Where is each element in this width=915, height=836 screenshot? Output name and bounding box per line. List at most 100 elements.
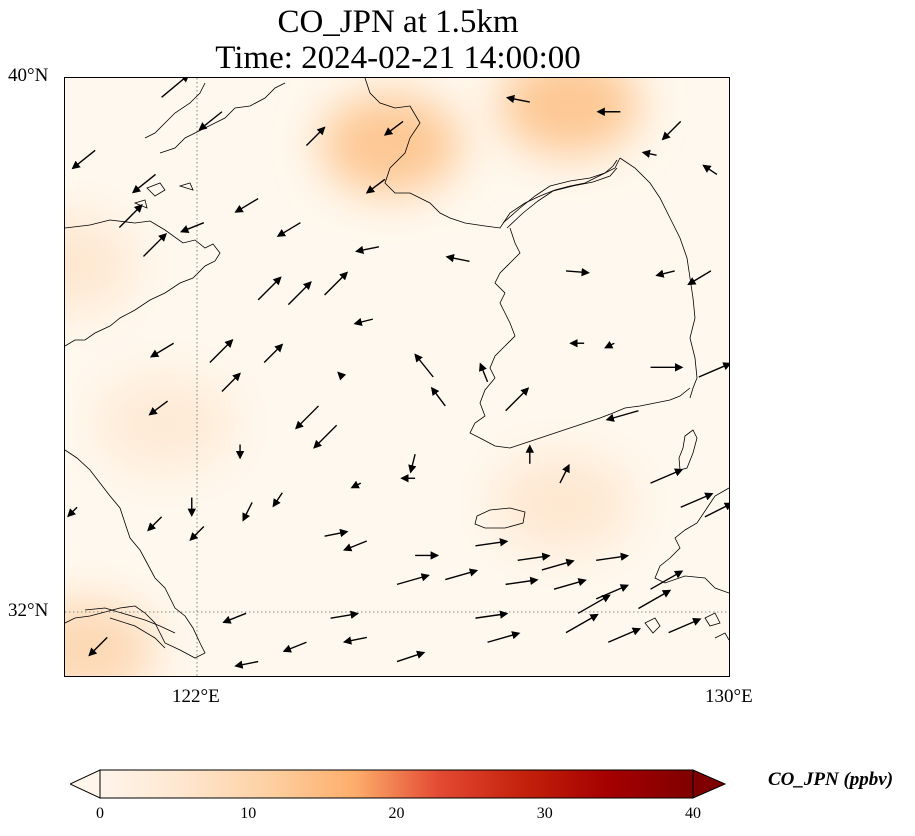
wind-vector xyxy=(88,636,108,657)
wind-vector xyxy=(445,568,479,581)
jeju-island xyxy=(474,507,526,529)
wind-vector xyxy=(353,317,374,327)
korea-bay-coastline xyxy=(364,78,621,229)
wind-vector xyxy=(414,353,434,378)
wind-vector xyxy=(445,254,470,263)
wind-vector xyxy=(487,631,521,643)
wind-vector xyxy=(148,400,169,416)
concentration-blob xyxy=(94,373,235,474)
wind-vector xyxy=(242,502,253,522)
wind-vector xyxy=(282,641,307,653)
colorbar xyxy=(70,769,727,799)
wind-vector xyxy=(698,362,729,378)
wind-vector xyxy=(650,570,684,590)
wind-vector xyxy=(142,232,167,257)
wind-vector xyxy=(161,78,190,98)
wind-vector xyxy=(324,528,349,538)
korea-west-coastline xyxy=(469,227,521,439)
colorbar-tick: 30 xyxy=(536,805,553,822)
wind-vector xyxy=(295,405,320,430)
wind-vector xyxy=(180,222,205,233)
wind-vector xyxy=(221,372,241,392)
wind-vector xyxy=(257,276,282,301)
gridlines xyxy=(65,78,729,676)
wind-vector xyxy=(687,270,712,286)
wind-vector xyxy=(222,612,247,624)
wind-vector xyxy=(638,589,672,610)
wind-vector xyxy=(505,94,530,104)
wind-vector xyxy=(234,660,259,669)
wind-vector xyxy=(383,120,404,136)
colorbar-label: CO_JPN (ppbv) xyxy=(768,769,894,790)
wind-vector xyxy=(324,271,349,296)
colorbar-tick: 20 xyxy=(388,805,405,822)
wind-vector xyxy=(479,362,489,383)
wind-vector xyxy=(704,502,729,518)
wind-vector xyxy=(577,594,611,614)
wind-vector xyxy=(607,627,642,643)
wind-vector xyxy=(661,120,682,141)
wind-vector xyxy=(505,576,539,586)
lat-tick-label-32: 32°N xyxy=(8,600,49,621)
wind-vector xyxy=(131,173,156,194)
wind-vector xyxy=(553,578,587,590)
yangtze-estuary xyxy=(84,607,176,649)
wind-vector xyxy=(655,269,675,278)
wind-vector xyxy=(313,424,338,449)
wind-vector xyxy=(149,342,175,358)
wind-vector xyxy=(342,636,367,645)
wind-vector xyxy=(559,463,570,484)
korea-south-coastline xyxy=(479,387,691,449)
concentration-blob xyxy=(65,599,155,676)
wind-vector xyxy=(604,340,615,349)
tsushima-island xyxy=(678,429,698,471)
wind-vector xyxy=(337,371,347,381)
china-coastline-south xyxy=(65,449,206,659)
kyushu-coastline xyxy=(654,487,729,594)
wind-vector xyxy=(118,204,143,228)
concentration-blob xyxy=(493,453,633,554)
map-subtitle: Time: 2024-02-21 14:00:00 xyxy=(215,40,581,76)
wind-vector xyxy=(287,281,312,306)
colorbar-extend-min xyxy=(70,769,101,799)
kyushu-west-islands xyxy=(644,612,729,641)
wind-vector xyxy=(263,343,284,364)
wind-vector xyxy=(198,111,223,131)
wind-vector xyxy=(541,558,575,571)
colorbar-gradient xyxy=(99,769,694,799)
wind-vector xyxy=(595,584,629,600)
lon-tick-label-130: 130°E xyxy=(705,686,753,707)
wind-vector xyxy=(365,178,386,194)
wind-vector xyxy=(650,468,684,484)
wind-vector xyxy=(147,516,163,532)
wind-vector xyxy=(641,149,657,158)
wind-vector xyxy=(343,540,368,552)
wind-vector xyxy=(408,453,417,474)
map-canvas xyxy=(65,78,729,676)
korea-east-coastline xyxy=(619,157,698,399)
liaodong-coastline xyxy=(144,82,286,154)
concentration-blob xyxy=(320,94,461,195)
wind-vector xyxy=(350,480,362,489)
lat-tick-label-40: 40°N xyxy=(8,65,49,86)
wind-vector xyxy=(67,506,78,518)
wind-vector xyxy=(276,222,301,237)
map-plot-area xyxy=(64,77,730,677)
colorbar-tick: 40 xyxy=(685,805,701,822)
map-title: CO_JPN at 1.5km xyxy=(277,4,519,40)
concentration-blob xyxy=(499,78,640,155)
wind-vector xyxy=(668,617,702,634)
wind-vector xyxy=(475,538,509,547)
wind-vector xyxy=(605,410,639,422)
wind-vector xyxy=(305,126,326,147)
wind-vector xyxy=(517,552,551,561)
colorbar-tick: 10 xyxy=(240,805,257,822)
colorbar-tick: 0 xyxy=(96,805,104,822)
wind-vector xyxy=(209,339,234,364)
wind-vector xyxy=(505,387,530,412)
colorbar-extend-max xyxy=(692,769,727,799)
wind-vector xyxy=(565,613,599,634)
wind-vector xyxy=(234,197,259,213)
wind-vector xyxy=(71,149,96,170)
wind-vector xyxy=(475,610,509,619)
